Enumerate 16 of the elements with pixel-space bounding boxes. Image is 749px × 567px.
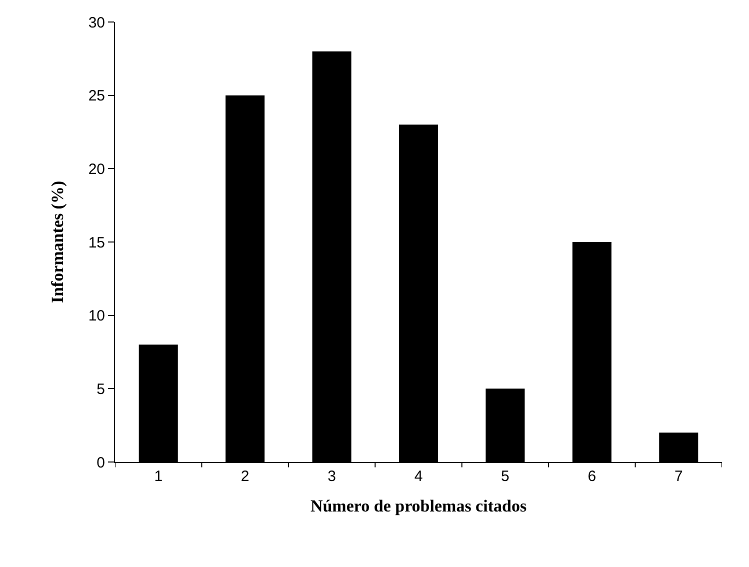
x-tick-label: 7: [674, 468, 683, 485]
x-tick-label: 5: [501, 468, 510, 485]
y-tick-label: 0: [96, 454, 105, 472]
y-tick-label: 30: [88, 14, 105, 32]
x-tick-label: 2: [240, 468, 250, 485]
x-tick-label: 4: [414, 468, 423, 485]
y-tick-label: 10: [88, 308, 105, 325]
y-tick-label: 5: [96, 380, 105, 398]
y-tick-label: 25: [88, 88, 105, 105]
x-axis-title: Número de problemas citados: [310, 496, 527, 516]
y-tick-label: 20: [88, 160, 105, 178]
x-tick-label: 6: [588, 468, 596, 485]
x-tick-label: 3: [328, 468, 336, 485]
y-tick-label: 15: [88, 234, 105, 252]
y-axis-title: Informantes (%): [48, 180, 67, 304]
x-tick-label: 1: [154, 468, 163, 485]
